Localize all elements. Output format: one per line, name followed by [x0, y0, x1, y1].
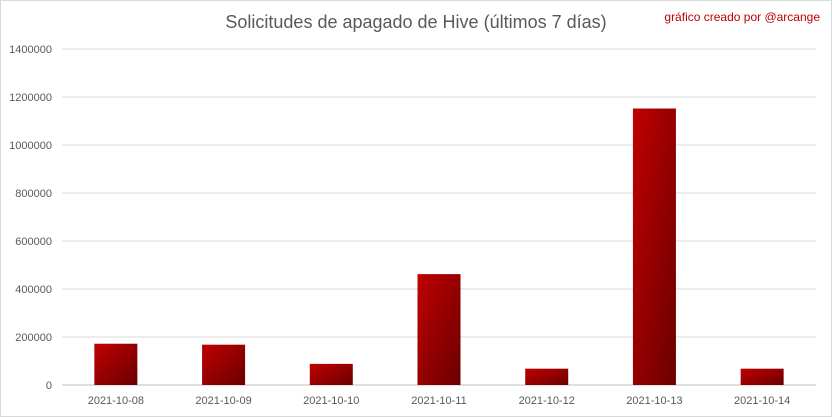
y-tick-label: 1000000: [9, 140, 52, 152]
y-tick-label: 400000: [15, 284, 52, 296]
y-tick-label: 1200000: [9, 92, 52, 104]
y-tick-label: 800000: [15, 188, 52, 200]
bar-2021-10-14: [740, 368, 784, 385]
y-tick-label: 600000: [15, 236, 52, 248]
x-tick-label: 2021-10-08: [88, 395, 144, 407]
bars: [94, 108, 784, 386]
chart-title: Solicitudes de apagado de Hive (últimos …: [225, 12, 607, 32]
bar-2021-10-13: [632, 108, 676, 386]
x-tick-label: 2021-10-11: [411, 395, 466, 407]
bar-2021-10-12: [525, 368, 569, 385]
y-tick-label: 200000: [15, 332, 52, 344]
x-axis-ticks: 2021-10-08 2021-10-09 2021-10-10 2021-10-11…: [88, 395, 791, 407]
chart-credit: gráfico creado por @arcange: [664, 10, 820, 24]
x-tick-label: 2021-10-12: [519, 395, 575, 407]
x-tick-label: 2021-10-13: [626, 395, 682, 407]
bar-2021-10-10: [309, 363, 353, 385]
x-tick-label: 2021-10-10: [303, 395, 359, 407]
bar-2021-10-08: [94, 343, 138, 385]
y-tick-label: 0: [46, 380, 52, 392]
x-tick-label: 2021-10-09: [195, 395, 251, 407]
bar-2021-10-11: [417, 274, 461, 385]
y-tick-label: 1400000: [9, 44, 52, 56]
x-tick-label: 2021-10-14: [734, 395, 790, 407]
y-axis-ticks: 0 200000 400000 600000 800000 1000000 1200000 1…: [9, 44, 52, 392]
bar-2021-10-09: [202, 344, 246, 385]
